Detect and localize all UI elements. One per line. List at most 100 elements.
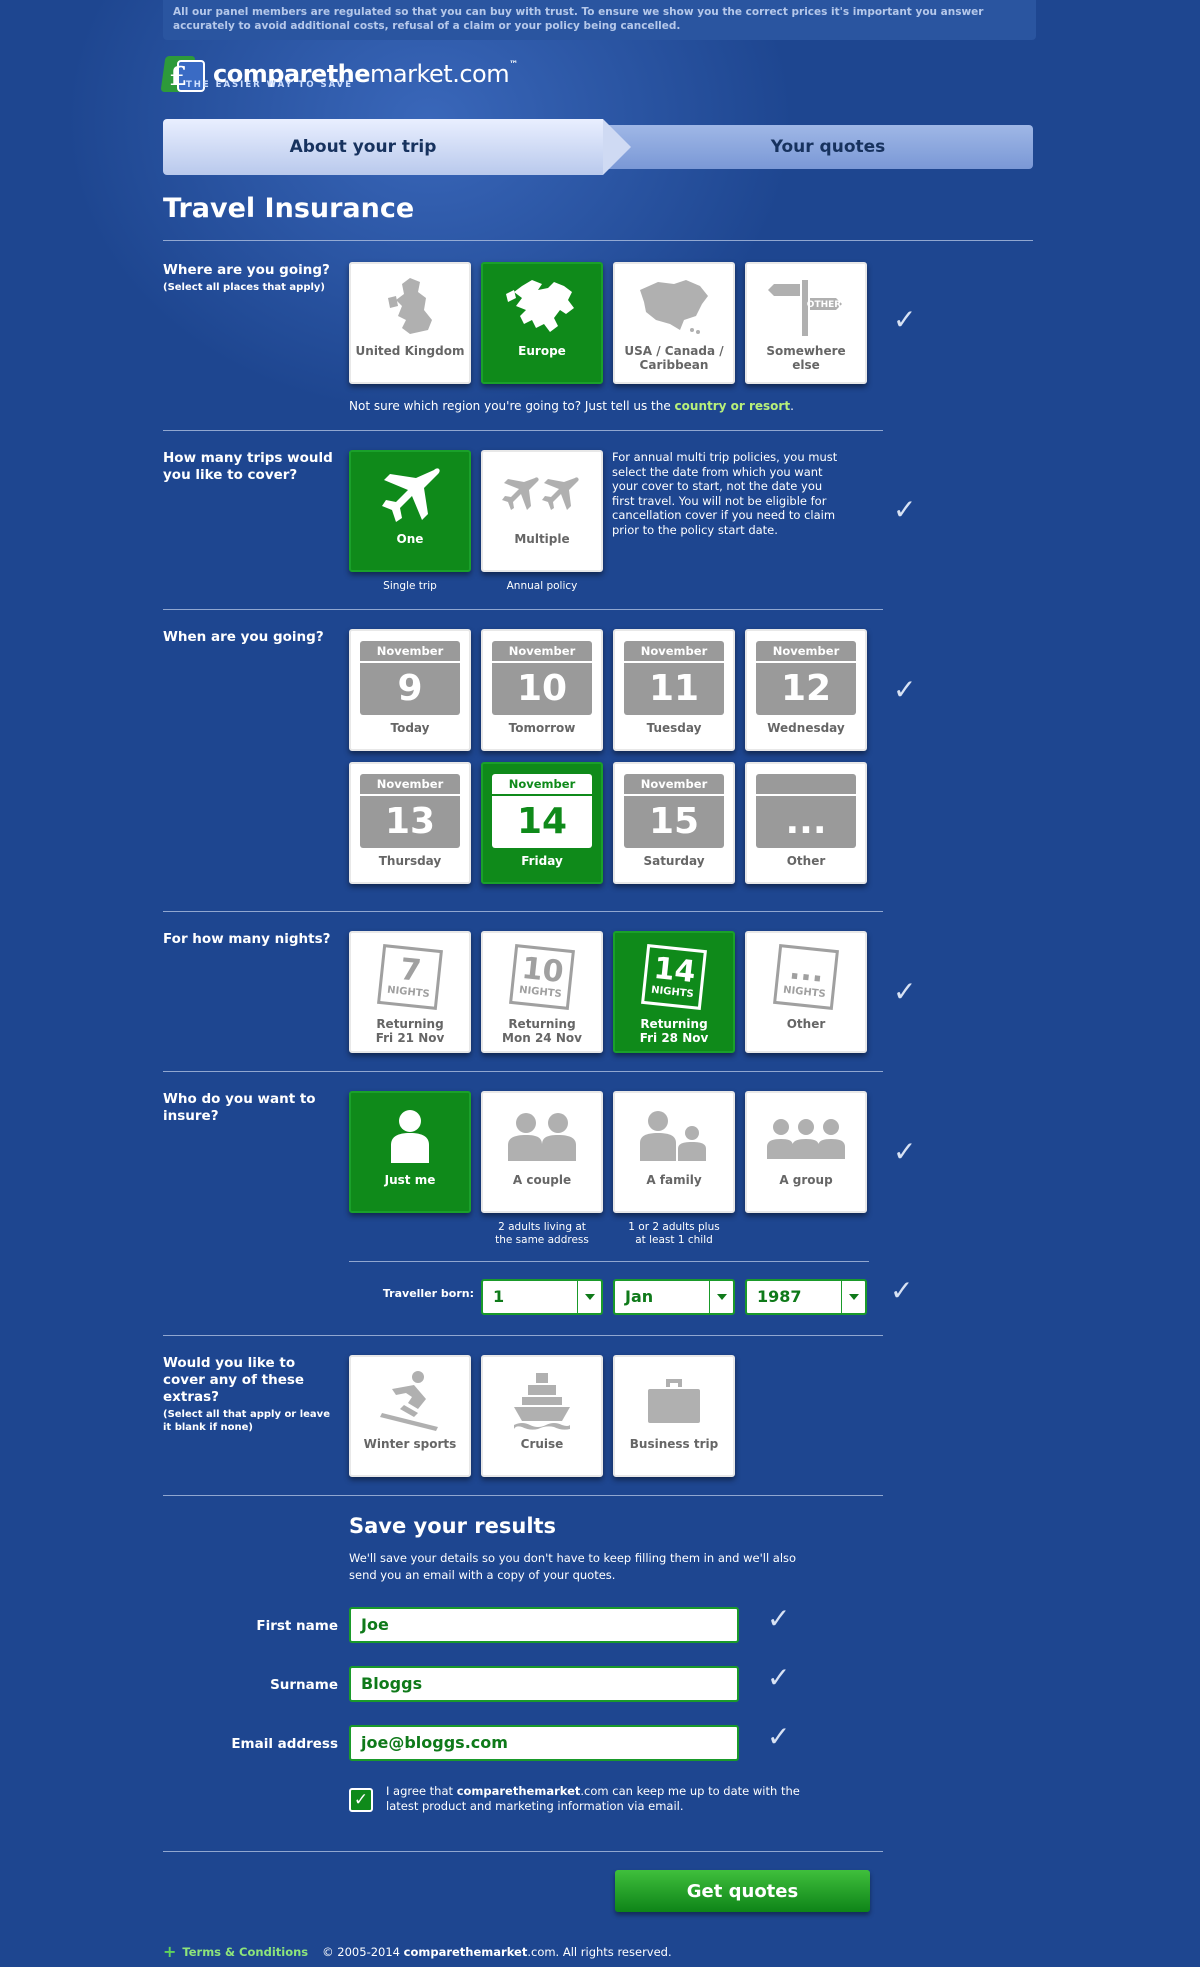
- person-icon: [365, 1105, 455, 1167]
- date-tile[interactable]: November 14 Friday: [481, 762, 603, 884]
- calendar-icon: November 12: [756, 641, 856, 721]
- skier-icon: [365, 1369, 455, 1431]
- tile-label: Returning Fri 21 Nov: [375, 1017, 445, 1045]
- who-just-me-tile[interactable]: Just me: [349, 1091, 471, 1213]
- calendar-icon: November 14: [492, 774, 592, 854]
- tile-label: A family: [646, 1173, 702, 1187]
- tile-label: Tuesday: [646, 721, 702, 735]
- calendar-icon: November 11: [624, 641, 724, 721]
- logo-tagline: THE EASIER WAY TO SAVE: [186, 80, 354, 90]
- nights-question: For how many nights?: [163, 931, 331, 947]
- divider: [163, 911, 883, 912]
- tile-label: Business trip: [629, 1437, 719, 1451]
- destination-other-tile[interactable]: OTHER Somewhere else: [745, 262, 867, 384]
- footer: + Terms & Conditions © 2005-2014 compare…: [163, 1942, 672, 1961]
- date-tile[interactable]: November 11 Tuesday: [613, 629, 735, 751]
- logo-mark-icon: £: [160, 52, 207, 96]
- nights-badge-icon: 10 NIGHTS: [509, 944, 575, 1010]
- logo[interactable]: £ comparethemarket.com™: [160, 52, 518, 96]
- date-tile[interactable]: November 12 Wednesday: [745, 629, 867, 751]
- check-icon: ✓: [893, 673, 917, 706]
- born-day-select[interactable]: 1: [481, 1279, 603, 1315]
- nights-badge-icon: ... NIGHTS: [773, 944, 839, 1010]
- tile-label: Wednesday: [767, 721, 845, 735]
- planes-icon: [497, 464, 587, 526]
- tile-label: Just me: [384, 1173, 436, 1187]
- divider: [163, 430, 883, 431]
- email-field[interactable]: joe@bloggs.com: [349, 1725, 739, 1761]
- date-tile[interactable]: November 9 Today: [349, 629, 471, 751]
- tile-label: Saturday: [643, 854, 705, 868]
- save-results-description: We'll save your details so you don't hav…: [349, 1551, 797, 1582]
- divider: [163, 240, 1033, 241]
- tile-label: One: [396, 532, 424, 546]
- progress-steps: Your quotes About your trip: [163, 119, 1033, 175]
- country-or-resort-link[interactable]: country or resort: [674, 399, 791, 413]
- get-quotes-button[interactable]: Get quotes: [615, 1870, 870, 1912]
- chevron-down-icon: [841, 1281, 865, 1313]
- page-title: Travel Insurance: [163, 193, 415, 224]
- who-group-tile[interactable]: A group: [745, 1091, 867, 1213]
- date-other-tile[interactable]: ... Other: [745, 762, 867, 884]
- divider: [163, 1071, 883, 1072]
- tile-label: Today: [390, 721, 430, 735]
- check-icon: ✓: [893, 975, 917, 1008]
- divider: [163, 1851, 883, 1852]
- trips-one-tile[interactable]: One: [349, 450, 471, 572]
- tile-label: Returning Fri 28 Nov: [639, 1017, 709, 1045]
- plane-icon: [365, 464, 455, 526]
- trips-multiple-tile[interactable]: Multiple: [481, 450, 603, 572]
- tile-label: United Kingdom: [355, 344, 465, 358]
- plus-icon: +: [163, 1942, 177, 1961]
- signpost-icon: OTHER: [761, 276, 851, 338]
- step-your-quotes[interactable]: Your quotes: [593, 125, 1033, 169]
- who-family-tile[interactable]: A family: [613, 1091, 735, 1213]
- surname-field[interactable]: Bloggs: [349, 1666, 739, 1702]
- annual-policy-note: For annual multi trip policies, you must…: [612, 450, 838, 537]
- trips-multiple-sublabel: Annual policy: [506, 580, 578, 592]
- marketing-consent-text: I agree that comparethemarket.com can ke…: [386, 1784, 800, 1813]
- check-icon: ✓: [893, 303, 917, 336]
- surname-label: Surname: [270, 1677, 338, 1693]
- tile-label: Other: [786, 854, 826, 868]
- date-tile[interactable]: November 10 Tomorrow: [481, 629, 603, 751]
- divider: [349, 1261, 869, 1262]
- destination-usa-tile[interactable]: USA / Canada / Caribbean: [613, 262, 735, 384]
- family-sublabel: 1 or 2 adults plus at least 1 child: [628, 1221, 720, 1246]
- who-couple-tile[interactable]: A couple: [481, 1091, 603, 1213]
- extra-cruise-tile[interactable]: Cruise: [481, 1355, 603, 1477]
- check-icon: ✓: [893, 1135, 917, 1168]
- nights-tile[interactable]: 7 NIGHTS Returning Fri 21 Nov: [349, 931, 471, 1053]
- born-month-select[interactable]: Jan: [613, 1279, 735, 1315]
- born-year-select[interactable]: 1987: [745, 1279, 867, 1315]
- nights-tile[interactable]: 14 NIGHTS Returning Fri 28 Nov: [613, 931, 735, 1053]
- marketing-consent-checkbox[interactable]: ✓: [349, 1788, 373, 1812]
- traveller-born-label: Traveller born:: [382, 1287, 474, 1300]
- region-help-note: Not sure which region you're going to? J…: [349, 399, 794, 413]
- terms-link[interactable]: Terms & Conditions: [182, 1944, 309, 1959]
- couple-sublabel: 2 adults living at the same address: [495, 1221, 589, 1246]
- calendar-icon: November 13: [360, 774, 460, 854]
- tile-label: Returning Mon 24 Nov: [502, 1017, 582, 1045]
- step-about-your-trip[interactable]: About your trip: [163, 119, 603, 175]
- destination-europe-tile[interactable]: Europe: [481, 262, 603, 384]
- date-tile[interactable]: November 15 Saturday: [613, 762, 735, 884]
- tile-label: Friday: [521, 854, 563, 868]
- first-name-field[interactable]: Joe: [349, 1607, 739, 1643]
- check-icon: ✓: [767, 1661, 791, 1694]
- calendar-icon: November 9: [360, 641, 460, 721]
- nights-tile[interactable]: 10 NIGHTS Returning Mon 24 Nov: [481, 931, 603, 1053]
- nights-other-tile[interactable]: ... NIGHTS Other: [745, 931, 867, 1053]
- nights-badge-icon: 14 NIGHTS: [641, 944, 707, 1010]
- date-tile[interactable]: November 13 Thursday: [349, 762, 471, 884]
- check-icon: ✓: [767, 1602, 791, 1635]
- svg-text:OTHER: OTHER: [807, 300, 841, 310]
- trips-question: How many trips would you like to cover?: [163, 450, 333, 483]
- check-icon: ✓: [890, 1274, 914, 1307]
- when-question: When are you going?: [163, 629, 324, 645]
- destination-uk-tile[interactable]: United Kingdom: [349, 262, 471, 384]
- destination-question: Where are you going? (Select all places t…: [163, 262, 330, 293]
- extra-business-trip-tile[interactable]: Business trip: [613, 1355, 735, 1477]
- extra-winter-sports-tile[interactable]: Winter sports: [349, 1355, 471, 1477]
